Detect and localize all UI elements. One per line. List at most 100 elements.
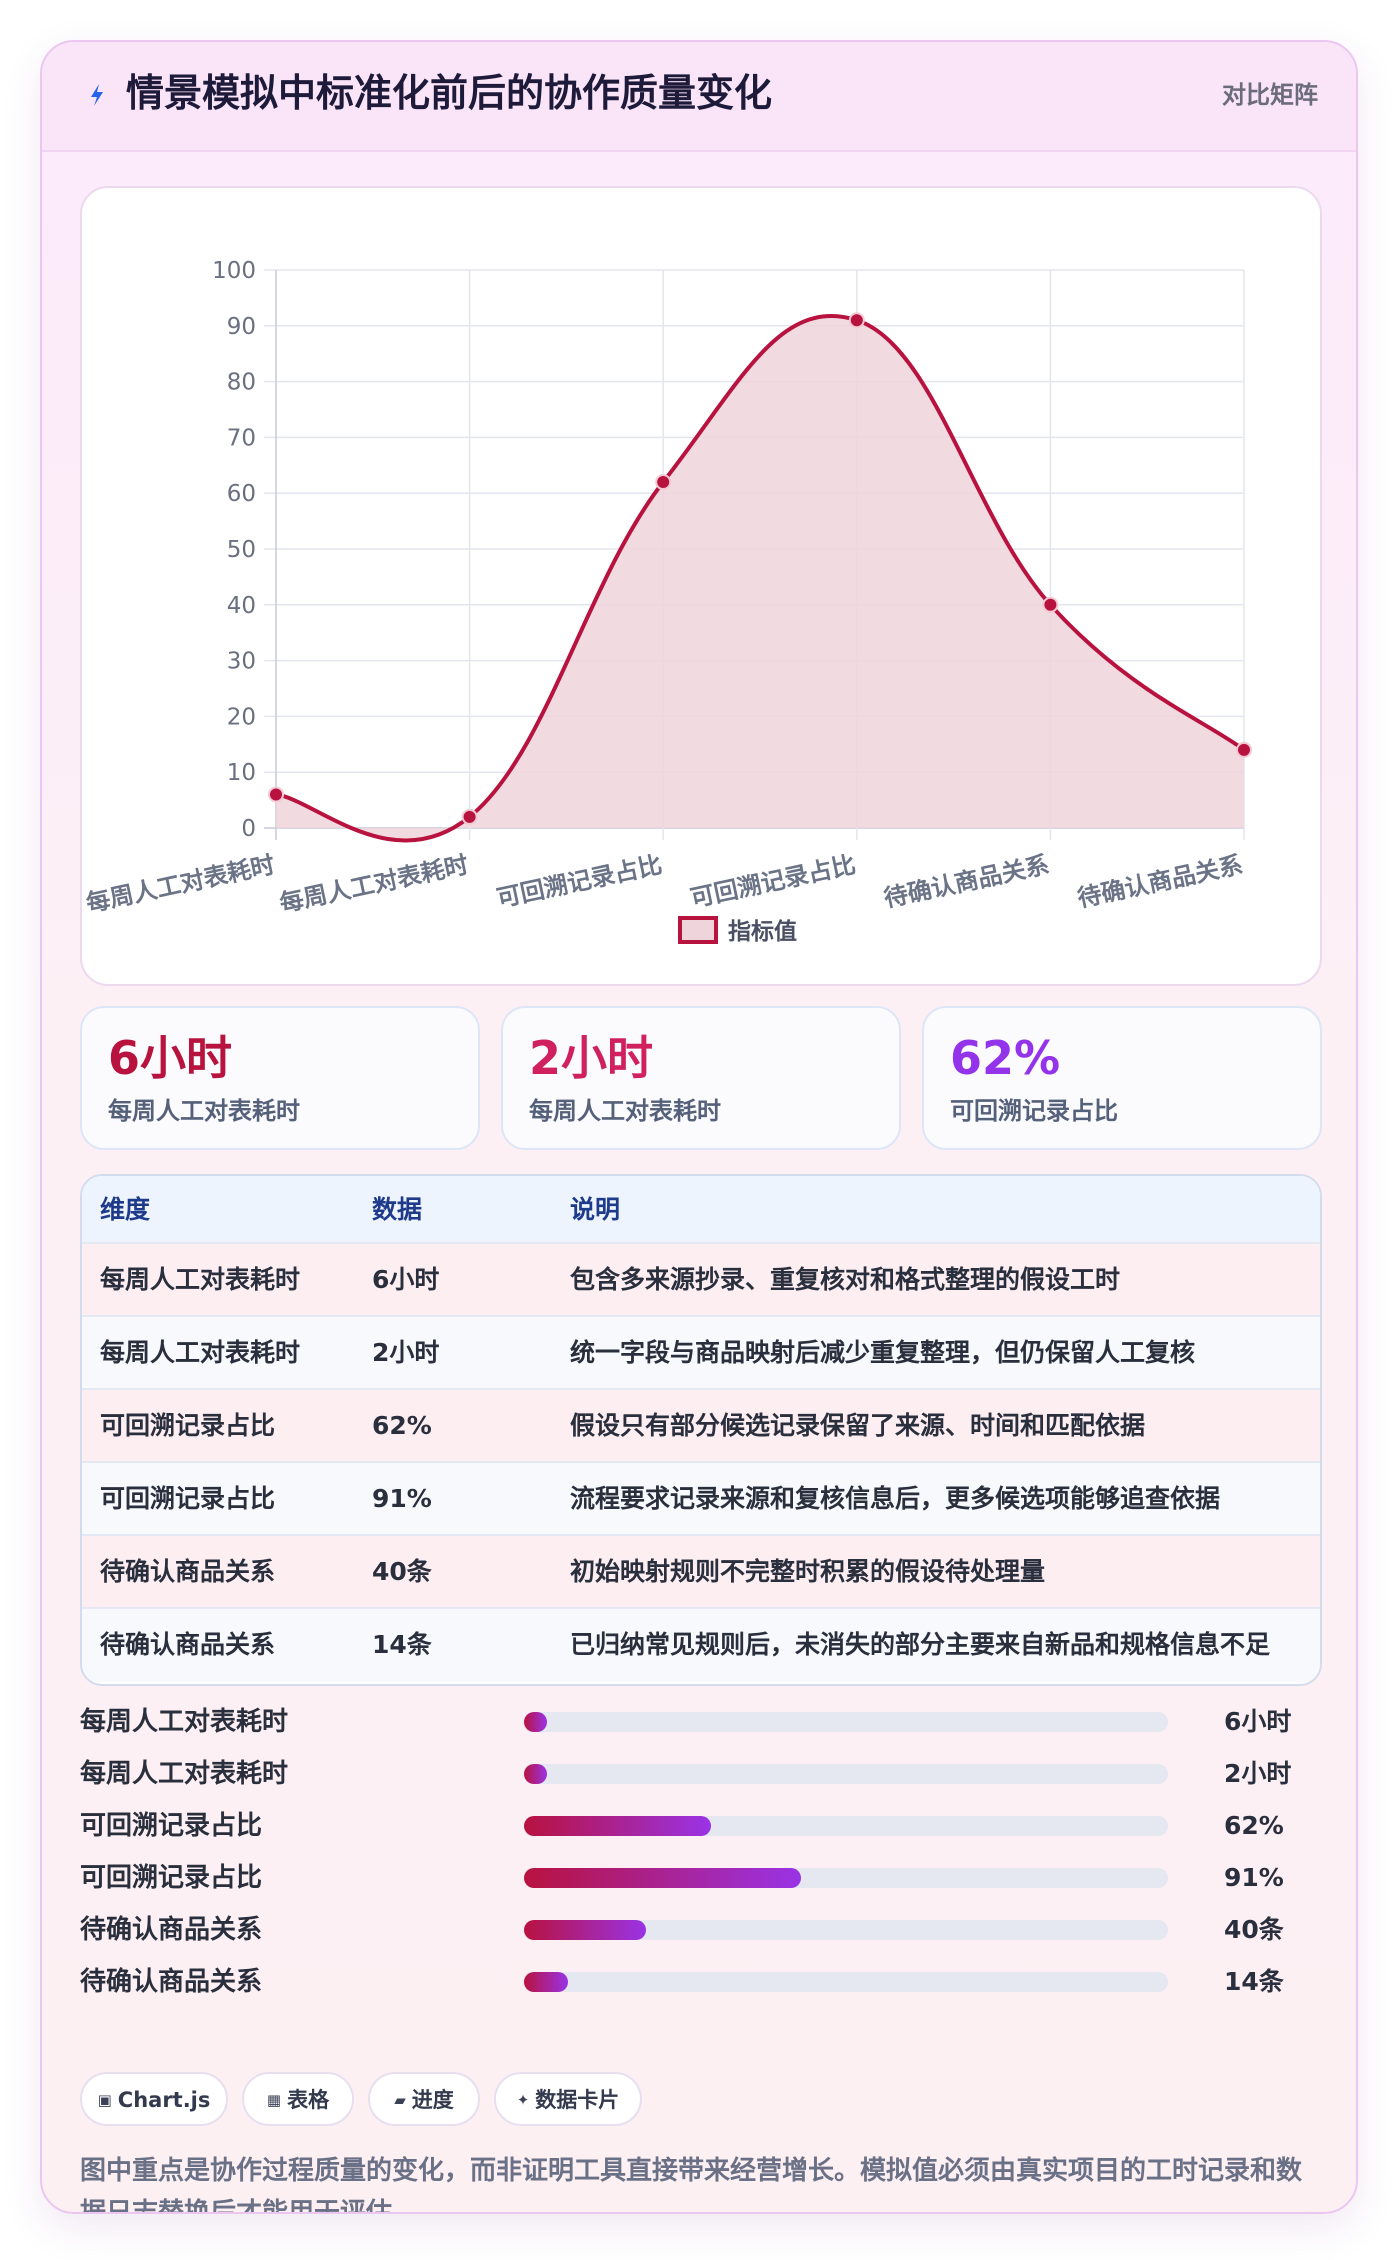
- progress-label: 待确认商品关系: [80, 1967, 263, 1997]
- y-tick-label: 60: [227, 481, 256, 507]
- table-cell: 可回溯记录占比: [100, 1484, 276, 1513]
- stat-card: 62% 可回溯记录占比: [922, 1006, 1322, 1150]
- chip-data-card[interactable]: ✦ 数据卡片: [494, 2072, 642, 2126]
- table-row: 待确认商品关系 14条 已归纳常见规则后，未消失的部分主要来自新品和规格信息不足: [82, 1609, 1320, 1682]
- progress-fill: [524, 1816, 711, 1836]
- table-cell: 待确认商品关系: [100, 1630, 276, 1659]
- chip-label: Chart.js: [117, 2088, 211, 2112]
- column-header: 说明: [570, 1195, 621, 1224]
- table-cell: 统一字段与商品映射后减少重复整理，但仍保留人工复核: [570, 1338, 1196, 1367]
- progress-label: 每周人工对表耗时: [80, 1707, 289, 1737]
- progress-label: 可回溯记录占比: [80, 1811, 263, 1841]
- stat-card: 2小时 每周人工对表耗时: [501, 1006, 901, 1150]
- y-tick-label: 90: [227, 314, 256, 340]
- table-cell: 包含多来源抄录、重复核对和格式整理的假设工时: [570, 1265, 1121, 1294]
- series-area: [276, 316, 1244, 841]
- progress-value: 40条: [1224, 1915, 1284, 1944]
- progress-track: [524, 1920, 1168, 1940]
- y-tick-label: 100: [212, 258, 256, 284]
- progress-track: [524, 1816, 1168, 1836]
- y-tick-label: 10: [227, 760, 256, 786]
- table-cell: 每周人工对表耗时: [100, 1265, 301, 1294]
- progress-value: 91%: [1224, 1863, 1284, 1892]
- progress-track: [524, 1868, 1168, 1888]
- table-cell: 待确认商品关系: [100, 1557, 276, 1586]
- progress-fill: [524, 1712, 548, 1732]
- progress-icon: ▰: [394, 2091, 406, 2109]
- legend-label: 指标值: [728, 918, 797, 945]
- table-row: 可回溯记录占比 62% 假设只有部分候选记录保留了来源、时间和匹配依据: [82, 1390, 1320, 1463]
- x-tick-label: 待确认商品关系: [881, 850, 1051, 912]
- table-icon: ▦: [266, 2091, 282, 2109]
- data-point: [655, 474, 672, 491]
- x-tick-label: 可回溯记录占比: [688, 850, 858, 912]
- lightning-icon: [91, 84, 103, 106]
- x-tick-label: 可回溯记录占比: [494, 850, 664, 912]
- column-header: 数据: [372, 1195, 423, 1224]
- table-cell: 14条: [372, 1630, 432, 1659]
- chip-label: 数据卡片: [535, 2088, 620, 2112]
- progress-label: 可回溯记录占比: [80, 1863, 263, 1893]
- table-cell: 流程要求记录来源和复核信息后，更多候选项能够追查依据: [570, 1484, 1221, 1513]
- progress-fill: [524, 1764, 548, 1784]
- table-row: 每周人工对表耗时 2小时 统一字段与商品映射后减少重复整理，但仍保留人工复核: [82, 1317, 1320, 1390]
- data-point: [461, 808, 478, 825]
- stat-label: 每周人工对表耗时: [529, 1097, 721, 1125]
- table-row: 待确认商品关系 40条 初始映射规则不完整时积累的假设待处理量: [82, 1536, 1320, 1609]
- stat-value: 62%: [950, 1031, 1061, 1085]
- progress-fill: [524, 1868, 801, 1888]
- view-tag: 对比矩阵: [1222, 81, 1318, 109]
- report-card: 情景模拟中标准化前后的协作质量变化 对比矩阵 0 10 20 30 40 50 60 70 80…: [40, 40, 1358, 2214]
- y-tick-label: 30: [227, 649, 256, 675]
- table-cell: 2小时: [372, 1338, 440, 1367]
- y-tick-label: 20: [227, 704, 256, 730]
- table-header-row: 维度 数据 说明: [82, 1176, 1320, 1244]
- table-row: 每周人工对表耗时 6小时 包含多来源抄录、重复核对和格式整理的假设工时: [82, 1244, 1320, 1317]
- table-cell: 62%: [372, 1411, 432, 1440]
- table-cell: 假设只有部分候选记录保留了来源、时间和匹配依据: [570, 1411, 1146, 1440]
- chip-chartjs[interactable]: ▣ Chart.js: [80, 2072, 228, 2126]
- y-tick-label: 80: [227, 370, 256, 396]
- table-cell: 初始映射规则不完整时积累的假设待处理量: [570, 1557, 1046, 1586]
- table-cell: 已归纳常见规则后，未消失的部分主要来自新品和规格信息不足: [570, 1630, 1271, 1659]
- chip-label: 进度: [411, 2088, 454, 2112]
- sparkle-icon: ✦: [516, 2091, 530, 2109]
- progress-label: 待确认商品关系: [80, 1915, 263, 1945]
- data-point: [1236, 741, 1252, 758]
- progress-value: 2小时: [1224, 1759, 1292, 1788]
- stat-value: 2小时: [529, 1031, 654, 1085]
- data-point: [848, 312, 865, 329]
- column-header: 维度: [100, 1195, 151, 1224]
- y-tick-label: 70: [227, 425, 256, 451]
- progress-row: 可回溯记录占比 62%: [80, 1806, 1322, 1846]
- y-tick-label: 50: [227, 537, 256, 563]
- x-tick-label: 待确认商品关系: [1075, 850, 1245, 912]
- table-cell: 每周人工对表耗时: [100, 1338, 301, 1367]
- stat-label: 每周人工对表耗时: [108, 1097, 300, 1125]
- page-title: 情景模拟中标准化前后的协作质量变化: [126, 71, 773, 115]
- progress-value: 14条: [1224, 1967, 1284, 1996]
- data-point: [268, 786, 284, 803]
- progress-label: 每周人工对表耗时: [80, 1759, 289, 1789]
- progress-row: 每周人工对表耗时 6小时: [80, 1702, 1322, 1742]
- table-cell: 40条: [372, 1557, 432, 1586]
- stat-label: 可回溯记录占比: [950, 1097, 1118, 1125]
- x-tick-label: 每周人工对表耗时: [84, 850, 278, 917]
- chip-table[interactable]: ▦ 表格: [242, 2072, 354, 2126]
- chip-label: 表格: [287, 2088, 330, 2112]
- footnote: 图中重点是协作过程质量的变化，而非证明工具直接带来经营增长。模拟值必须由真实项目…: [80, 2156, 1303, 2214]
- stat-value: 6小时: [108, 1031, 233, 1085]
- legend-swatch: [678, 916, 718, 944]
- table-row: 可回溯记录占比 91% 流程要求记录来源和复核信息后，更多候选项能够追查依据: [82, 1463, 1320, 1536]
- progress-value: 62%: [1224, 1811, 1284, 1840]
- data-table: 维度 数据 说明 每周人工对表耗时 6小时 包含多来源抄录、重复核对和格式整理的…: [80, 1174, 1322, 1686]
- progress-fill: [524, 1972, 568, 1992]
- table-cell: 可回溯记录占比: [100, 1411, 276, 1440]
- card-header: 情景模拟中标准化前后的协作质量变化 对比矩阵: [42, 42, 1356, 152]
- table-cell: 6小时: [372, 1265, 440, 1294]
- table-cell: 91%: [372, 1484, 432, 1513]
- progress-fill: [524, 1920, 647, 1940]
- chip-progress[interactable]: ▰ 进度: [368, 2072, 480, 2126]
- y-tick-label: 0: [241, 816, 256, 842]
